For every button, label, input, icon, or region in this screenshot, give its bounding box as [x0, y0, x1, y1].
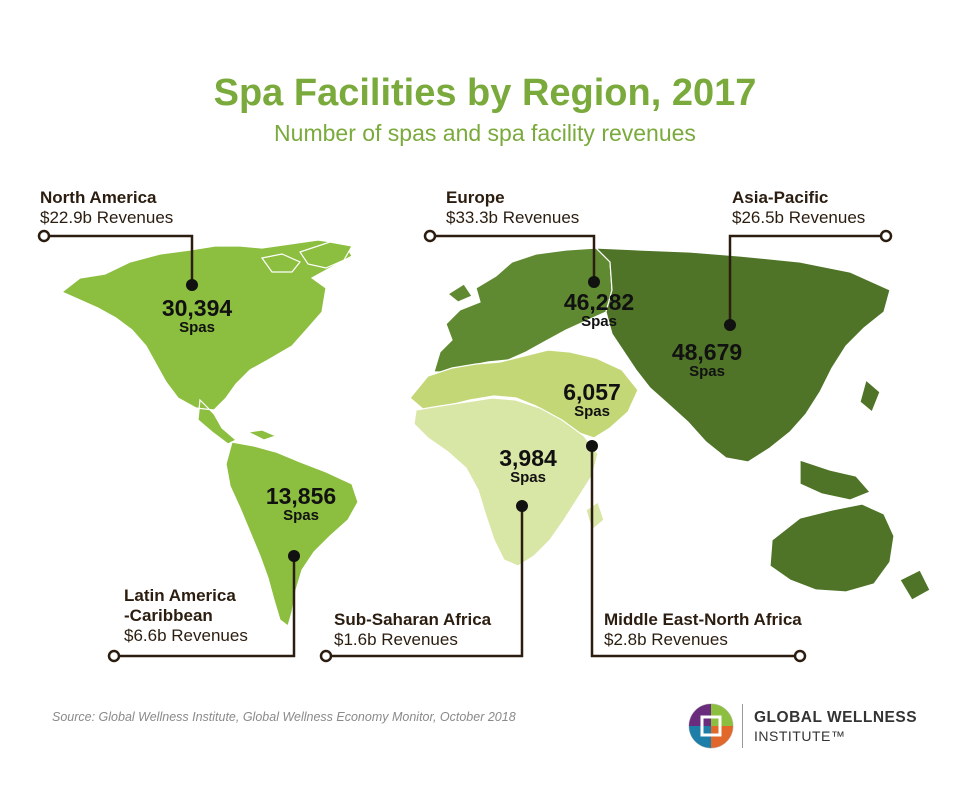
label-asia-pacific-revenue: $26.5b Revenues — [732, 208, 866, 227]
pin-europe — [588, 276, 600, 288]
callout-end-latin-america — [107, 649, 121, 663]
count-sub-saharan-africa-number: 3,984 — [499, 445, 557, 471]
count-north-america: 30,394 Spas — [142, 296, 252, 336]
pin-asia-pacific — [724, 319, 736, 331]
count-mena-number: 6,057 — [563, 379, 621, 405]
logo-text-line2: INSTITUTE™ — [754, 728, 846, 744]
region-asia-pacific-australia — [769, 503, 931, 601]
label-north-america-name: North America — [40, 188, 157, 207]
count-sub-saharan-africa: 3,984 Spas — [478, 446, 578, 486]
callout-end-asia-pacific — [879, 229, 893, 243]
label-mena: Middle East-North Africa $2.8b Revenues — [604, 610, 802, 650]
label-europe: Europe $33.3b Revenues — [446, 188, 579, 228]
gwi-logo-icon — [688, 703, 734, 749]
label-sub-saharan-africa-name: Sub-Saharan Africa — [334, 610, 492, 629]
count-latin-america-unit: Spas — [283, 507, 319, 524]
label-latin-america-name-1: Latin America — [124, 586, 236, 605]
count-latin-america: 13,856 Spas — [246, 484, 356, 524]
count-asia-pacific: 48,679 Spas — [652, 340, 762, 380]
callout-end-north-america — [37, 229, 51, 243]
region-north-america-greenland — [299, 241, 353, 269]
region-asia-pacific[interactable] — [594, 247, 891, 501]
callout-line-mena — [590, 446, 800, 658]
callout-end-europe — [423, 229, 437, 243]
count-europe-number: 46,282 — [563, 289, 635, 315]
callout-line-sub-saharan-africa — [326, 506, 524, 658]
label-sub-saharan-africa-revenue: $1.6b Revenues — [334, 630, 458, 649]
label-latin-america: Latin America -Caribbean $6.6b Revenues — [124, 586, 248, 646]
label-north-america-revenue: $22.9b Revenues — [40, 208, 174, 227]
count-europe-unit: Spas — [581, 313, 617, 330]
label-north-america: North America $22.9b Revenues — [40, 188, 173, 228]
count-sub-saharan-africa-unit: Spas — [510, 469, 546, 486]
source-note: Source: Global Wellness Institute, Globa… — [52, 710, 516, 724]
count-latin-america-number: 13,856 — [265, 483, 337, 509]
pin-mena — [586, 440, 598, 452]
pin-sub-saharan-africa — [516, 500, 528, 512]
pin-latin-america — [288, 550, 300, 562]
callout-line-europe — [430, 234, 596, 282]
callout-line-north-america — [44, 234, 194, 284]
logo-text-line1: GLOBAL WELLNESS — [754, 709, 918, 726]
count-asia-pacific-number: 48,679 — [671, 339, 743, 365]
count-north-america-unit: Spas — [179, 319, 215, 336]
label-latin-america-revenue: $6.6b Revenues — [124, 626, 248, 645]
count-mena: 6,057 Spas — [542, 380, 642, 420]
page-title: Spa Facilities by Region, 2017 — [213, 72, 757, 114]
label-mena-revenue: $2.8b Revenues — [604, 630, 728, 649]
label-asia-pacific: Asia-Pacific $26.5b Revenues — [732, 188, 865, 228]
count-asia-pacific-unit: Spas — [689, 363, 725, 380]
label-latin-america-name-2: -Caribbean — [124, 606, 213, 625]
label-europe-name: Europe — [446, 188, 505, 207]
region-sub-saharan-africa[interactable] — [413, 397, 605, 567]
label-europe-revenue: $33.3b Revenues — [446, 208, 580, 227]
callout-end-sub-saharan-africa — [319, 649, 333, 663]
count-mena-unit: Spas — [574, 403, 610, 420]
page-subtitle: Number of spas and spa facility revenues — [274, 120, 696, 146]
label-sub-saharan-africa: Sub-Saharan Africa $1.6b Revenues — [334, 610, 491, 650]
count-europe: 46,282 Spas — [544, 290, 654, 330]
label-mena-name: Middle East-North Africa — [604, 610, 802, 629]
count-north-america-number: 30,394 — [161, 295, 233, 321]
region-latin-america[interactable] — [225, 429, 359, 628]
label-asia-pacific-name: Asia-Pacific — [732, 188, 829, 207]
region-mena[interactable] — [409, 349, 639, 439]
callout-line-asia-pacific — [728, 234, 886, 324]
logo-divider — [742, 704, 743, 748]
pin-north-america — [186, 279, 198, 291]
callout-line-latin-america — [114, 556, 296, 658]
callout-end-mena — [793, 649, 807, 663]
